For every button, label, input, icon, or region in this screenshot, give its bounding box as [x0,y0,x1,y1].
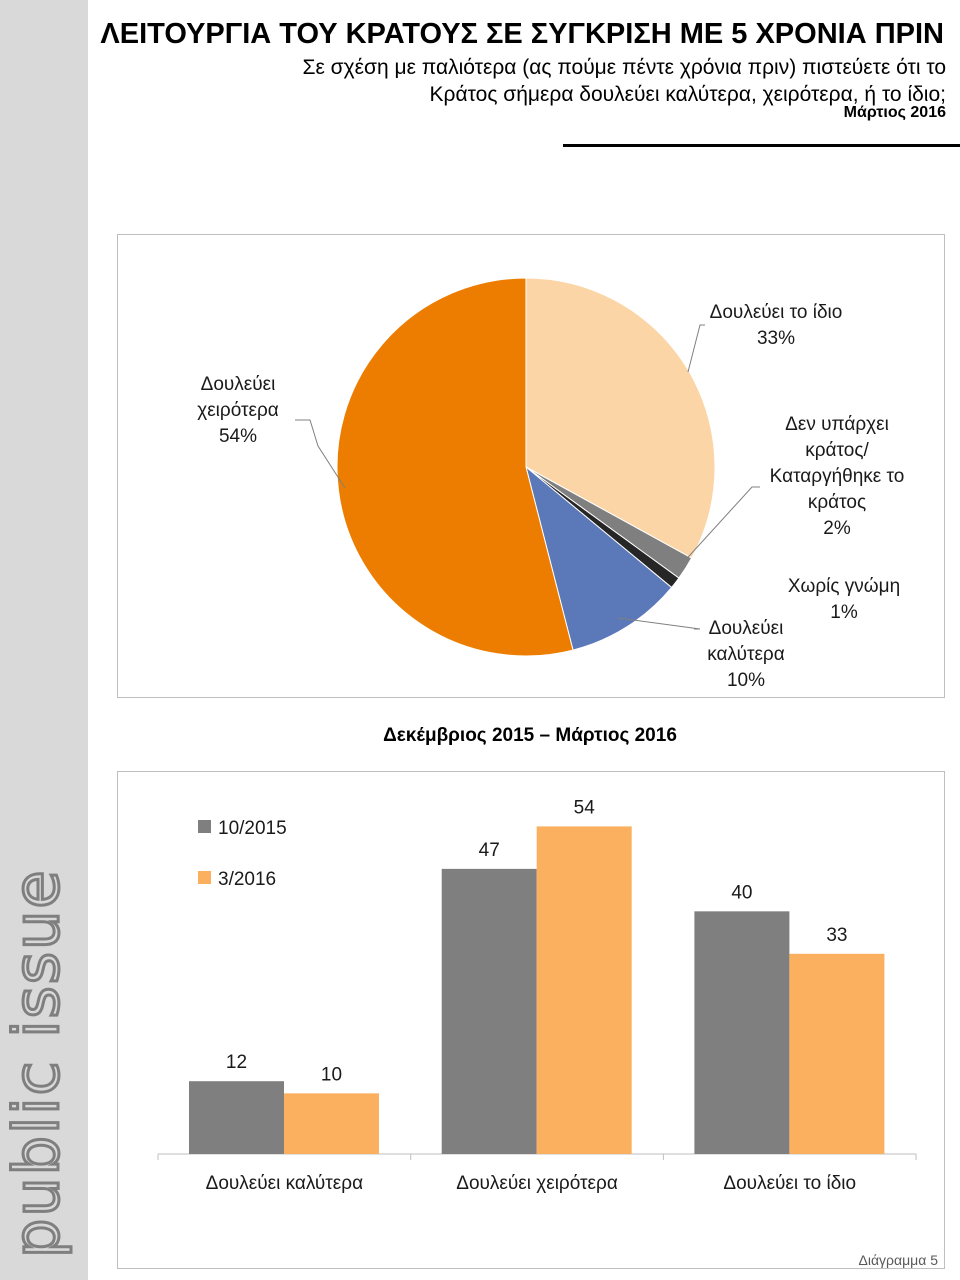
pie-label-abolished-name: Δεν υπάρχει κράτος/ Καταργήθηκε το κράτο… [769,414,905,513]
pie-label-better: Δουλεύει καλύτερα 10% [694,616,798,694]
public-issue-logo: public issue [0,867,75,1260]
pie-label-no-opinion-name: Χωρίς γνώμη [787,576,901,597]
page-title: ΛΕΙΤΟΥΡΓΙΑ ΤΟΥ ΚΡΑΤΟΥΣ ΣΕ ΣΥΓΚΡΙΣΗ ΜΕ 5 … [100,18,944,50]
pie-label-same-value: 33% [756,328,796,349]
pie-label-abolished-value: 2% [823,518,851,539]
pie-label-worse: Δουλεύει χειρότερα 54% [182,372,294,450]
title-divider [563,144,960,147]
diagram-number: Διάγραμμα 5 [858,1252,938,1268]
pie-label-better-name: Δουλεύει καλύτερα [707,618,785,665]
pie-label-no-opinion-value: 1% [830,602,858,623]
pie-label-same: Δουλεύει το ίδιο 33% [686,300,866,352]
pie-chart-panel [117,234,945,698]
pie-label-no-opinion: Χωρίς γνώμη 1% [774,574,914,626]
question-text: Σε σχέση με παλιότερα (ας πούμε πέντε χρ… [302,56,946,106]
pie-label-better-value: 10% [726,670,766,691]
pie-label-worse-name: Δουλεύει χειρότερα [197,374,279,421]
survey-date: Μάρτιος 2016 [843,104,946,121]
bar-chart-panel [117,771,945,1269]
bar-chart-title: Δεκέμβριος 2015 – Μάρτιος 2016 [383,725,677,746]
pie-label-abolished: Δεν υπάρχει κράτος/ Καταργήθηκε το κράτο… [752,412,922,542]
pie-label-worse-value: 54% [218,426,258,447]
sidebar: public issue [0,0,88,1280]
pie-label-same-name: Δουλεύει το ίδιο [709,302,843,323]
